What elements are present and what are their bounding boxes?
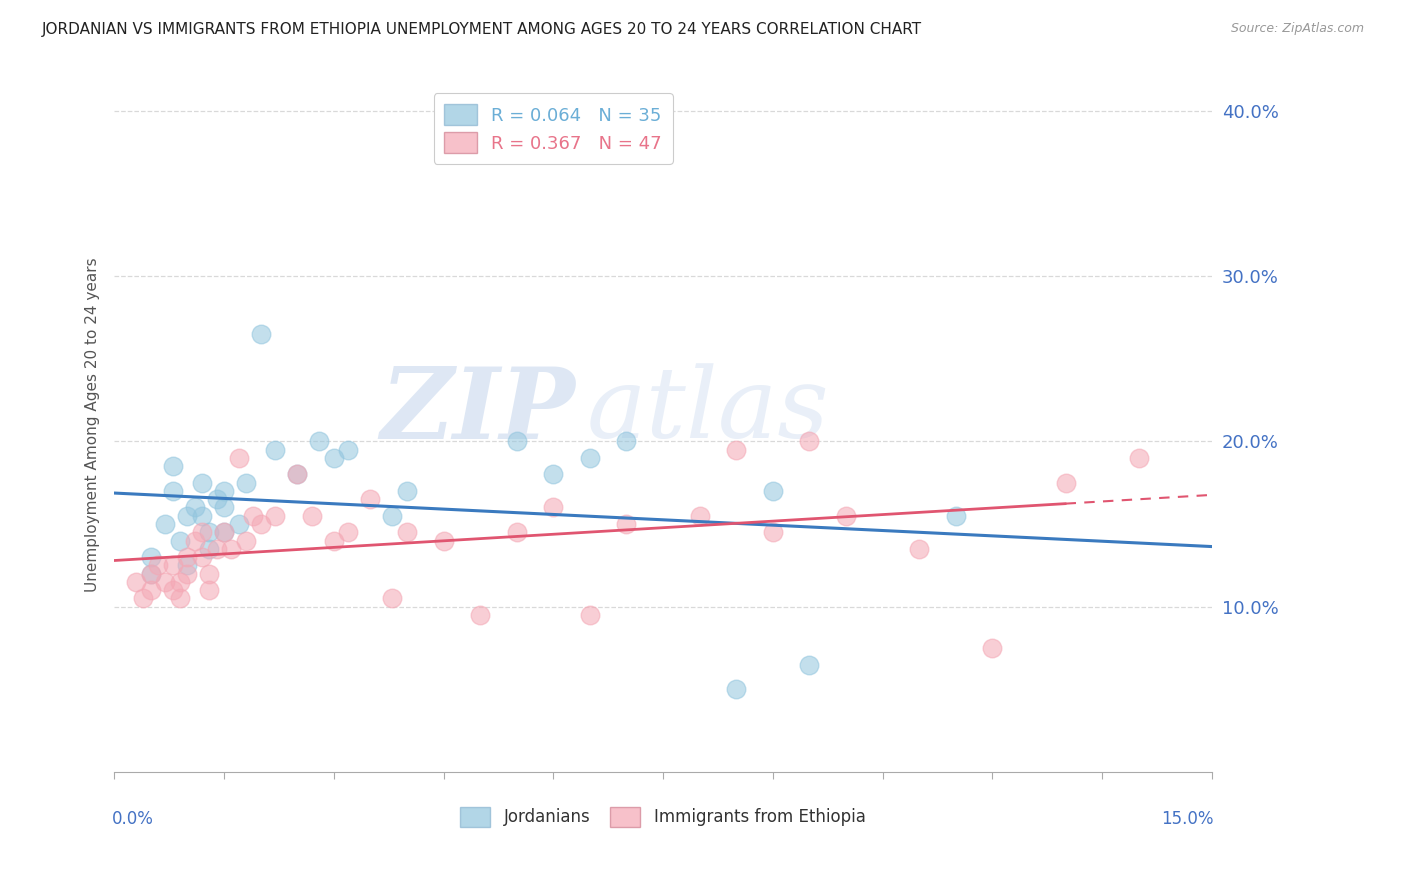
Point: [219, 541, 242, 556]
Text: atlas: atlas: [586, 363, 830, 458]
Text: ZIP: ZIP: [380, 363, 575, 459]
Point: [359, 492, 381, 507]
Point: [1128, 450, 1150, 465]
Text: JORDANIAN VS IMMIGRANTS FROM ETHIOPIA UNEMPLOYMENT AMONG AGES 20 TO 24 YEARS COR: JORDANIAN VS IMMIGRANTS FROM ETHIOPIA UN…: [42, 22, 922, 37]
Point: [191, 525, 214, 540]
Point: [176, 558, 198, 573]
Point: [337, 525, 360, 540]
Point: [308, 434, 330, 449]
Point: [249, 326, 271, 341]
Point: [322, 533, 344, 548]
Text: Source: ZipAtlas.com: Source: ZipAtlas.com: [1230, 22, 1364, 36]
Point: [285, 467, 308, 482]
Point: [381, 508, 404, 523]
Point: [579, 607, 602, 622]
Point: [162, 583, 184, 598]
Point: [725, 682, 748, 697]
Point: [155, 516, 177, 531]
Point: [725, 442, 748, 457]
Point: [183, 533, 205, 548]
Point: [762, 483, 785, 498]
Point: [395, 525, 418, 540]
Point: [249, 516, 271, 531]
Point: [908, 541, 931, 556]
Text: 0.0%: 0.0%: [112, 810, 153, 829]
Point: [505, 434, 527, 449]
Point: [285, 467, 308, 482]
Point: [146, 558, 169, 573]
Point: [1054, 475, 1077, 490]
Point: [432, 533, 454, 548]
Point: [543, 500, 565, 515]
Point: [162, 459, 184, 474]
Point: [169, 574, 191, 589]
Point: [139, 583, 162, 598]
Point: [505, 525, 527, 540]
Point: [228, 516, 250, 531]
Point: [169, 533, 191, 548]
Point: [191, 508, 214, 523]
Point: [689, 508, 711, 523]
Point: [579, 450, 602, 465]
Point: [228, 450, 250, 465]
Point: [543, 467, 565, 482]
Point: [212, 483, 235, 498]
Point: [242, 508, 264, 523]
Point: [198, 525, 221, 540]
Point: [198, 583, 221, 598]
Point: [212, 525, 235, 540]
Point: [381, 591, 404, 606]
Point: [799, 434, 821, 449]
Point: [176, 508, 198, 523]
Point: [169, 591, 191, 606]
Point: [183, 500, 205, 515]
Point: [468, 607, 491, 622]
Point: [162, 483, 184, 498]
Y-axis label: Unemployment Among Ages 20 to 24 years: Unemployment Among Ages 20 to 24 years: [86, 258, 100, 592]
Point: [212, 500, 235, 515]
Point: [264, 508, 287, 523]
Text: 15.0%: 15.0%: [1161, 810, 1215, 829]
Point: [191, 475, 214, 490]
Point: [235, 475, 257, 490]
Point: [176, 549, 198, 564]
Point: [139, 566, 162, 581]
Point: [205, 492, 228, 507]
Point: [162, 558, 184, 573]
Point: [945, 508, 967, 523]
Point: [264, 442, 287, 457]
Point: [198, 541, 221, 556]
Point: [799, 657, 821, 672]
Point: [205, 541, 228, 556]
Point: [322, 450, 344, 465]
Point: [139, 549, 162, 564]
Point: [191, 549, 214, 564]
Point: [616, 516, 638, 531]
Point: [301, 508, 323, 523]
Point: [981, 640, 1004, 655]
Point: [176, 566, 198, 581]
Point: [132, 591, 155, 606]
Point: [395, 483, 418, 498]
Point: [616, 434, 638, 449]
Point: [235, 533, 257, 548]
Point: [212, 525, 235, 540]
Point: [198, 566, 221, 581]
Point: [762, 525, 785, 540]
Point: [835, 508, 858, 523]
Legend: Jordanians, Immigrants from Ethiopia: Jordanians, Immigrants from Ethiopia: [454, 801, 872, 833]
Point: [155, 574, 177, 589]
Point: [337, 442, 360, 457]
Point: [125, 574, 148, 589]
Point: [139, 566, 162, 581]
